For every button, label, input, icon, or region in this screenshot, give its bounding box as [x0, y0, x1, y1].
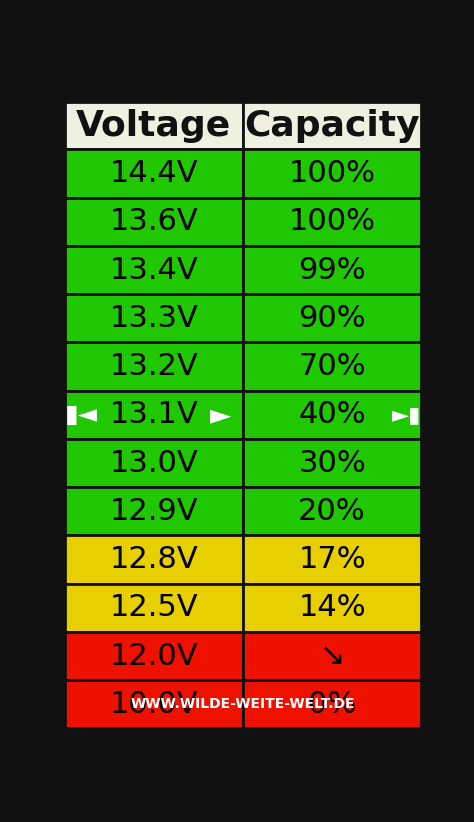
Text: 99%: 99%	[298, 256, 366, 284]
Text: 12.9V: 12.9V	[109, 496, 198, 526]
Text: 40%: 40%	[298, 400, 366, 429]
Text: 14.4V: 14.4V	[109, 159, 198, 188]
Bar	[65, 246, 243, 294]
Bar	[65, 439, 243, 487]
Bar	[243, 102, 421, 150]
Text: ▮◄: ▮◄	[65, 403, 98, 427]
Bar	[65, 343, 243, 390]
Bar	[243, 632, 421, 680]
Text: 90%: 90%	[298, 304, 366, 333]
Bar	[243, 246, 421, 294]
Text: WWW.WILDE-WEITE-WELT.DE: WWW.WILDE-WEITE-WELT.DE	[131, 697, 355, 711]
Text: 10.0V: 10.0V	[109, 690, 198, 718]
Bar	[65, 680, 243, 728]
Text: 12.0V: 12.0V	[109, 641, 198, 671]
Text: 13.0V: 13.0V	[109, 449, 198, 478]
Text: ►: ►	[210, 401, 232, 429]
Bar	[65, 535, 243, 584]
Bar	[243, 584, 421, 632]
Bar	[65, 294, 243, 343]
Bar	[65, 584, 243, 632]
Bar	[65, 150, 243, 198]
Bar	[243, 198, 421, 246]
Text: 0%: 0%	[308, 690, 356, 718]
Bar	[243, 439, 421, 487]
Text: 100%: 100%	[289, 207, 375, 237]
Bar	[65, 102, 243, 150]
Text: ↘: ↘	[319, 641, 345, 671]
Bar	[243, 680, 421, 728]
Bar	[65, 390, 243, 439]
Text: 13.3V: 13.3V	[109, 304, 198, 333]
Bar	[243, 390, 421, 439]
Bar	[65, 487, 243, 535]
Text: 13.2V: 13.2V	[109, 352, 198, 381]
Text: Voltage: Voltage	[76, 109, 231, 143]
Text: 13.6V: 13.6V	[109, 207, 198, 237]
Bar	[243, 487, 421, 535]
Bar	[243, 343, 421, 390]
Text: Capacity: Capacity	[244, 109, 420, 143]
Text: ►▮: ►▮	[392, 404, 421, 425]
Bar	[65, 198, 243, 246]
Text: 70%: 70%	[298, 352, 366, 381]
Text: 30%: 30%	[298, 449, 366, 478]
Bar	[243, 150, 421, 198]
Bar	[65, 632, 243, 680]
Text: 17%: 17%	[298, 545, 366, 574]
Text: 14%: 14%	[298, 593, 366, 622]
Text: 100%: 100%	[289, 159, 375, 188]
Bar	[243, 294, 421, 343]
Text: 12.5V: 12.5V	[109, 593, 198, 622]
Text: 20%: 20%	[298, 496, 366, 526]
Text: 12.8V: 12.8V	[109, 545, 198, 574]
Bar	[243, 535, 421, 584]
Text: 13.1V: 13.1V	[109, 400, 198, 429]
Text: 13.4V: 13.4V	[109, 256, 198, 284]
